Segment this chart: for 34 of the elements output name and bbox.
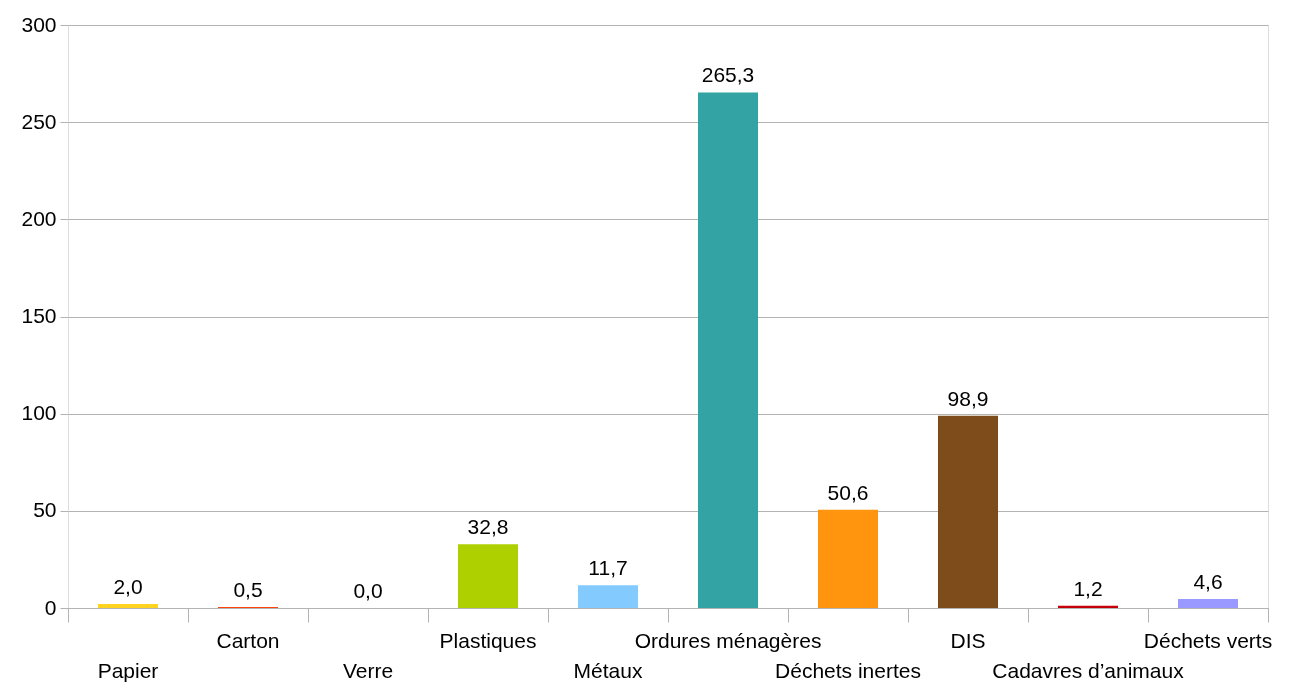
bar	[1178, 599, 1238, 608]
data-label: 11,7	[588, 556, 628, 580]
bar	[578, 585, 638, 608]
y-tick-label: 0	[44, 595, 57, 619]
data-label: 50,6	[827, 480, 869, 504]
y-tick-label: 200	[21, 206, 57, 230]
x-tick-label: Déchets inertes	[775, 659, 921, 682]
x-tick-label: Plastiques	[439, 629, 537, 652]
y-tick-label: 150	[21, 304, 57, 327]
data-label: 1,2	[1073, 576, 1103, 600]
y-tick-label: 250	[21, 109, 57, 133]
data-label: 265,3	[701, 63, 755, 87]
bar	[98, 604, 158, 608]
x-tick-label: Cadavres d’animaux	[992, 659, 1185, 682]
bar	[938, 415, 998, 608]
bar	[818, 509, 878, 608]
data-label: 4,6	[1193, 570, 1223, 594]
x-tick-label: DIS	[950, 629, 986, 652]
data-label: 0,0	[353, 579, 383, 602]
x-tick-label: Papier	[97, 659, 159, 682]
y-tick-label: 300	[21, 12, 57, 36]
y-tick-label: 50	[33, 498, 57, 522]
data-label: 98,9	[947, 386, 989, 410]
y-tick-label: 100	[21, 401, 57, 425]
x-tick-label: Déchets verts	[1143, 629, 1273, 652]
data-label: 32,8	[467, 515, 509, 539]
x-tick-label: Ordures ménagères	[634, 629, 822, 652]
data-label: 2,0	[113, 575, 143, 599]
bar	[458, 544, 518, 608]
x-tick-label: Métaux	[573, 659, 643, 682]
x-tick-label: Carton	[216, 629, 280, 652]
bar	[698, 92, 758, 608]
x-tick-label: Verre	[342, 659, 394, 682]
data-label: 0,5	[233, 578, 263, 602]
